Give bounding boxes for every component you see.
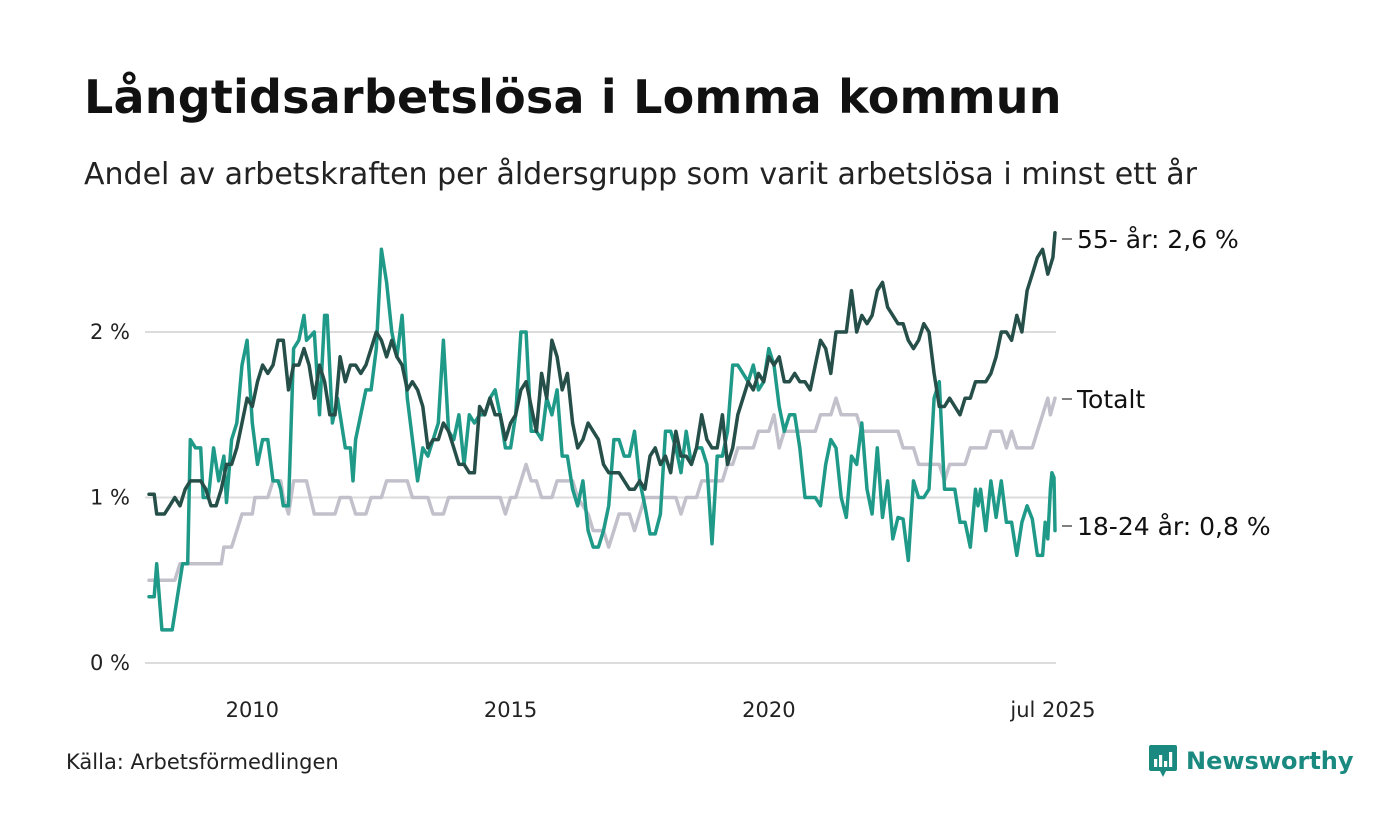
series-line-18-24-r [147,247,1057,632]
chart-title: Långtidsarbetslösa i Lomma kommun [84,70,1062,124]
y-tick-label: 0 % [90,651,130,675]
series-end-labels: Totalt 18-24 år: 0,8 % 55- år: 2,6 % [1062,225,1271,541]
end-label-55-r: 55- år: 2,6 % [1077,225,1239,254]
brand-logo[interactable]: Newsworthy [1148,743,1354,779]
x-tick-label: jul 2025 [1009,698,1095,722]
end-label-totalt: Totalt [1076,385,1145,414]
source-note: Källa: Arbetsförmedlingen [66,750,339,774]
x-tick-label: 2020 [742,698,795,722]
brand-name: Newsworthy [1186,747,1354,775]
y-tick-label: 2 % [90,320,130,344]
end-label-18-24-r: 18-24 år: 0,8 % [1077,512,1271,541]
y-tick-label: 1 % [90,486,130,510]
x-tick-label: 2010 [226,698,279,722]
y-axis-tick-labels: 0 % 1 % 2 % [90,320,130,675]
series-line-55-r [147,230,1057,516]
series-line-totalt [147,396,1057,583]
x-tick-label: 2015 [484,698,537,722]
series-lines [147,230,1057,632]
bar-chart-logo-icon [1149,745,1177,777]
x-axis-tick-labels: 2010 2015 2020 jul 2025 [226,698,1096,722]
chart-subtitle: Andel av arbetskraften per åldersgrupp s… [84,157,1197,192]
